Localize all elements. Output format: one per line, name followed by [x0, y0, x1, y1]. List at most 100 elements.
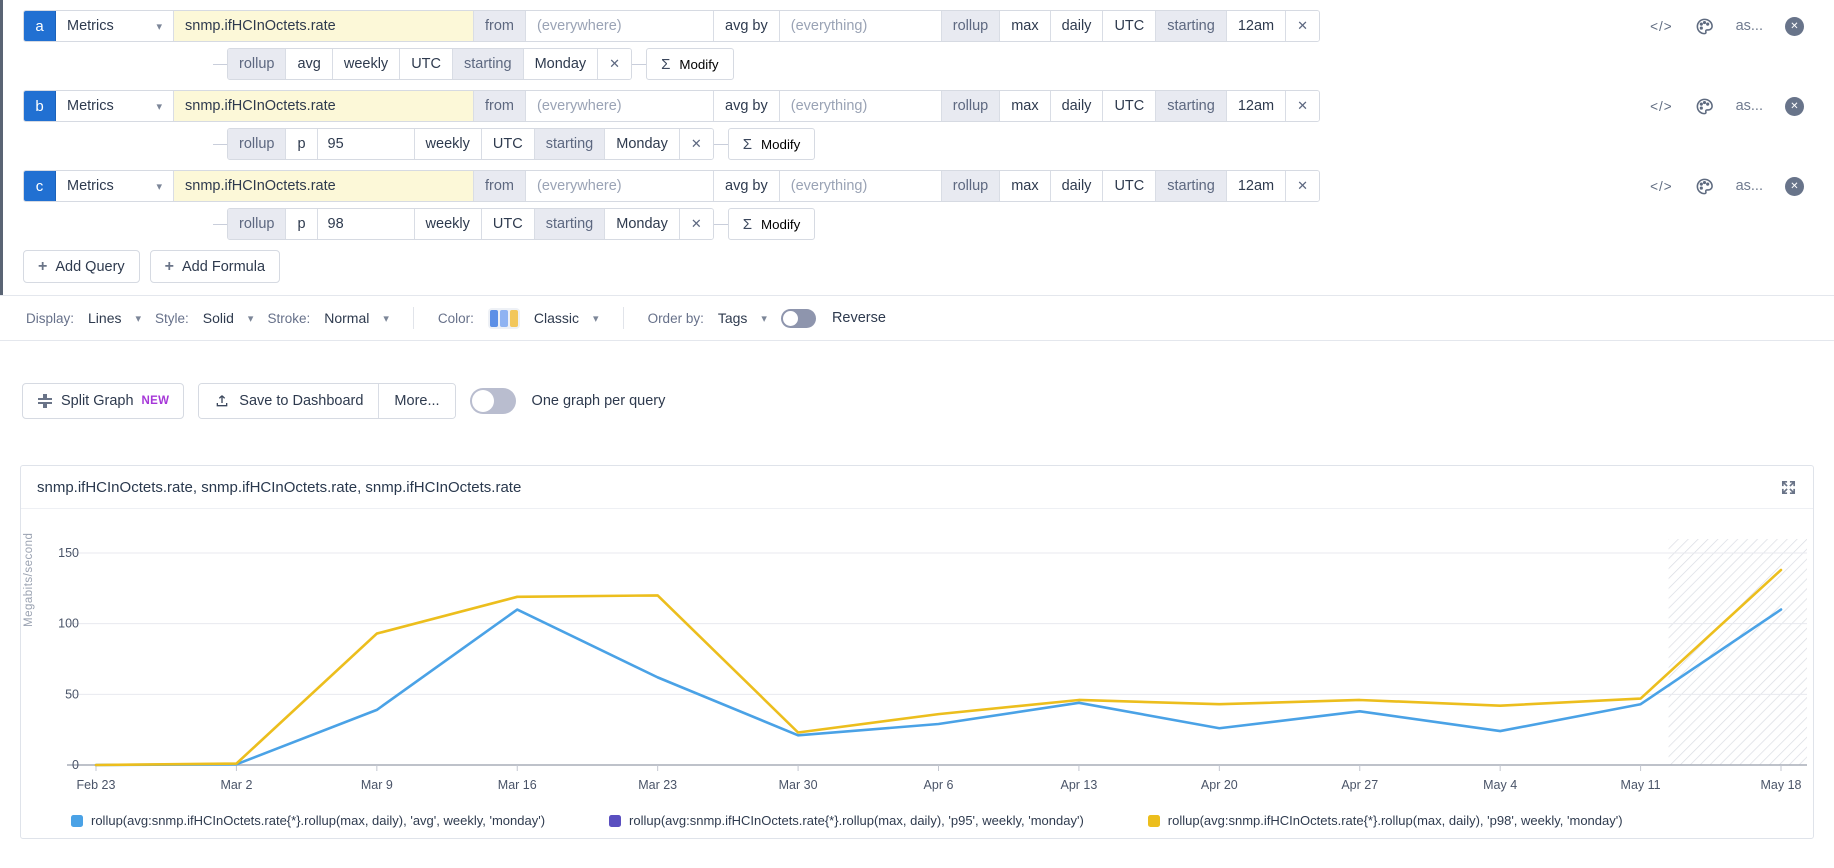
chart-header: snmp.ifHCInOctets.rate, snmp.ifHCInOctet… [21, 466, 1813, 509]
order-by-select[interactable]: Tags ▾ [717, 310, 767, 326]
remove-rollup-icon[interactable]: ✕ [1286, 171, 1319, 201]
split-graph-button[interactable]: Split Graph NEW [22, 383, 185, 419]
starting-time-chip[interactable]: 12am [1226, 91, 1287, 121]
starting-day-chip[interactable]: Monday [605, 129, 680, 159]
code-icon[interactable]: </> [1650, 178, 1673, 194]
avg-by-label[interactable]: avg by [714, 91, 780, 121]
save-to-dashboard-button[interactable]: Save to Dashboard [199, 384, 380, 418]
tree-connector [213, 143, 227, 145]
starting-time-chip[interactable]: 12am [1226, 11, 1287, 41]
add-formula-button[interactable]: + Add Formula [149, 250, 281, 283]
reverse-label: Reverse [831, 310, 886, 326]
group-by-input[interactable]: (everything) [779, 11, 942, 41]
remove-rollup-icon[interactable]: ✕ [598, 49, 632, 79]
query-row-b: b Metrics ▾ snmp.ifHCInOctets.rate from (… [23, 90, 1818, 122]
rollup-period-chip[interactable]: weekly [332, 49, 401, 79]
legend-label: rollup(avg:snmp.ifHCInOctets.rate{*}.rol… [91, 813, 546, 828]
code-icon[interactable]: </> [1650, 98, 1673, 114]
rollup-interval-chip[interactable]: daily [1050, 171, 1104, 201]
rollup-interval-chip[interactable]: daily [1050, 11, 1104, 41]
remove-rollup-icon[interactable]: ✕ [679, 209, 713, 239]
metric-input[interactable]: snmp.ifHCInOctets.rate [174, 171, 474, 201]
timezone-chip[interactable]: UTC [1103, 171, 1157, 201]
svg-text:Mar 2: Mar 2 [220, 778, 252, 792]
alias-link[interactable]: as... [1735, 178, 1763, 194]
percentile-input[interactable] [317, 209, 414, 239]
starting-label: starting [1156, 171, 1227, 201]
rollup-fn-chip[interactable]: max [1000, 171, 1051, 201]
rollup-agg-chip[interactable]: avg [286, 49, 333, 79]
code-icon[interactable]: </> [1650, 18, 1673, 34]
source-select[interactable]: Metrics ▾ [56, 171, 174, 201]
legend-item[interactable]: rollup(avg:snmp.ifHCInOctets.rate{*}.rol… [71, 813, 545, 828]
starting-label: starting [1156, 11, 1227, 41]
percentile-label[interactable]: p [286, 209, 318, 239]
timezone-chip[interactable]: UTC [400, 49, 453, 79]
avg-by-label[interactable]: avg by [714, 11, 780, 41]
modify-button[interactable]: Σ Modify [727, 208, 816, 240]
rollup-period-chip[interactable]: weekly [413, 129, 482, 159]
percentile-label[interactable]: p [286, 129, 318, 159]
add-query-button[interactable]: + Add Query [23, 250, 140, 283]
palette-icon[interactable] [1695, 17, 1714, 36]
rollup-period-chip[interactable]: weekly [413, 209, 482, 239]
display-select[interactable]: Lines ▾ [88, 310, 142, 326]
legend-item[interactable]: rollup(avg:snmp.ifHCInOctets.rate{*}.rol… [609, 813, 1084, 828]
starting-time-chip[interactable]: 12am [1226, 171, 1287, 201]
close-query-icon[interactable]: ✕ [1785, 96, 1804, 116]
rollup-fn-chip[interactable]: max [1000, 91, 1051, 121]
graph-actions-bar: Split Graph NEW Save to Dashboard More..… [22, 383, 1834, 419]
svg-text:100: 100 [58, 617, 79, 631]
modify-button[interactable]: Σ Modify [727, 128, 816, 160]
tree-connector [213, 63, 227, 65]
rollup-a-bar: rollup avg weekly UTC starting Monday ✕ [227, 48, 633, 80]
more-button[interactable]: More... [379, 384, 455, 418]
style-select[interactable]: Solid ▾ [202, 310, 254, 326]
plus-icon: + [38, 257, 48, 275]
metric-input[interactable]: snmp.ifHCInOctets.rate [174, 91, 474, 121]
svg-text:0: 0 [72, 758, 79, 772]
avg-by-label[interactable]: avg by [714, 171, 780, 201]
timezone-chip[interactable]: UTC [1103, 11, 1157, 41]
group-by-input[interactable]: (everything) [779, 91, 942, 121]
group-by-input[interactable]: (everything) [779, 171, 942, 201]
svg-text:Mar 23: Mar 23 [638, 778, 677, 792]
chart-svg[interactable]: 0 50 100 150 Feb 23 Mar 2 Mar 9 Mar 16 Mar 23 Mar… [21, 513, 1813, 805]
stroke-select[interactable]: Normal ▾ [324, 310, 389, 326]
expand-icon[interactable] [1780, 479, 1797, 496]
palette-icon[interactable] [1695, 177, 1714, 196]
timezone-chip[interactable]: UTC [481, 209, 535, 239]
modify-button[interactable]: Σ Modify [646, 48, 734, 80]
scope-input[interactable]: (everywhere) [526, 91, 714, 121]
rollup-fn-chip[interactable]: max [1000, 11, 1051, 41]
close-query-icon[interactable]: ✕ [1785, 176, 1804, 196]
scope-input[interactable]: (everywhere) [526, 171, 714, 201]
scope-input[interactable]: (everywhere) [526, 11, 714, 41]
remove-rollup-icon[interactable]: ✕ [1286, 91, 1319, 121]
percentile-input[interactable] [317, 129, 414, 159]
starting-day-chip[interactable]: Monday [523, 49, 599, 79]
metric-input[interactable]: snmp.ifHCInOctets.rate [174, 11, 474, 41]
remove-rollup-icon[interactable]: ✕ [679, 129, 713, 159]
legend-swatch-icon [1147, 814, 1160, 827]
alias-link[interactable]: as... [1735, 18, 1763, 34]
one-graph-per-query-toggle[interactable] [469, 388, 516, 414]
starting-day-chip[interactable]: Monday [605, 209, 680, 239]
reverse-toggle[interactable] [780, 308, 816, 328]
legend-item[interactable]: rollup(avg:snmp.ifHCInOctets.rate{*}.rol… [1147, 813, 1623, 828]
timezone-chip[interactable]: UTC [1103, 91, 1157, 121]
color-select[interactable]: Classic ▾ [487, 307, 599, 329]
source-select[interactable]: Metrics ▾ [56, 11, 174, 41]
upload-icon [216, 395, 228, 407]
remove-rollup-icon[interactable]: ✕ [1286, 11, 1319, 41]
palette-icon[interactable] [1695, 97, 1714, 116]
source-select[interactable]: Metrics ▾ [56, 91, 174, 121]
y-axis-label: Megabits/second [23, 532, 35, 627]
alias-link[interactable]: as... [1735, 98, 1763, 114]
svg-text:Mar 16: Mar 16 [498, 778, 537, 792]
rollup-interval-chip[interactable]: daily [1050, 91, 1104, 121]
timezone-chip[interactable]: UTC [481, 129, 535, 159]
tree-connector [213, 223, 227, 225]
close-query-icon[interactable]: ✕ [1785, 16, 1804, 36]
rollup-label: rollup [941, 91, 1001, 121]
